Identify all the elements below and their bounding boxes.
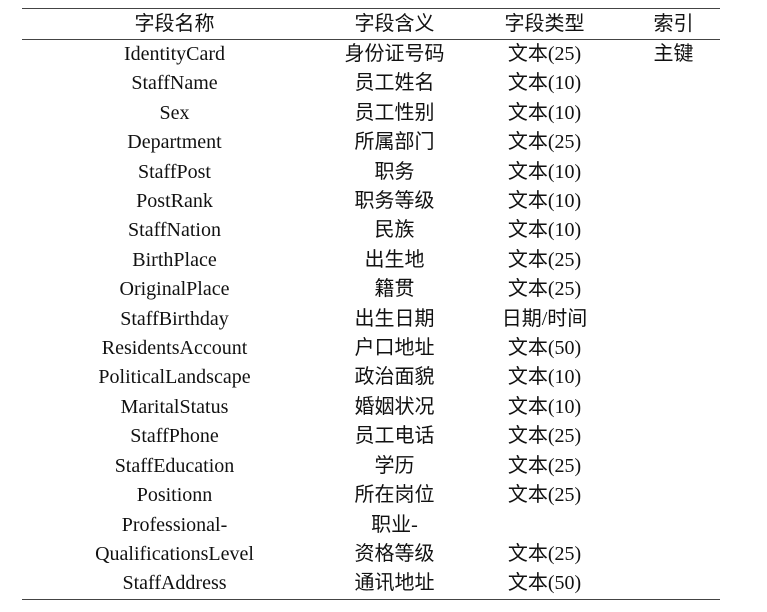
field-name-cell: Professional- QualificationsLevel <box>95 513 254 565</box>
field-meaning-cell: 出生地 <box>364 248 425 271</box>
field-name-cell: StaffAddress <box>122 572 227 595</box>
table-row: StaffPhone 员工电话 文本(25) <box>22 422 720 451</box>
index-cell <box>627 305 720 334</box>
field-meaning-cell: 出生日期 <box>354 307 435 330</box>
field-meaning-cell: 通讯地址 <box>354 572 435 595</box>
table-row: Professional- QualificationsLevel 职业- 资格等… <box>22 511 720 570</box>
field-meaning-cell: 员工电话 <box>354 425 435 448</box>
index-cell <box>627 363 720 392</box>
field-type-cell: 文本(25) <box>507 484 582 507</box>
field-type-cell: 文本(50) <box>507 572 582 595</box>
field-meaning-cell: 民族 <box>374 219 415 242</box>
field-name-cell: Sex <box>159 101 190 124</box>
field-meaning-cell: 身份证号码 <box>344 43 445 65</box>
index-cell <box>627 569 720 599</box>
field-name-cell: Department <box>127 131 222 154</box>
table-row: MaritalStatus 婚姻状况 文本(10) <box>22 393 720 422</box>
field-meaning-cell: 婚姻状况 <box>354 395 435 418</box>
index-cell <box>627 393 720 422</box>
field-type-cell: 文本(10) <box>507 101 582 124</box>
table-row: OriginalPlace 籍贯 文本(25) <box>22 275 720 304</box>
header-field-meaning: 字段含义 <box>327 8 462 40</box>
field-name-cell: PostRank <box>136 190 213 213</box>
field-type-cell: 文本(10) <box>507 395 582 418</box>
field-name-cell: StaffPhone <box>130 425 219 448</box>
index-cell <box>627 99 720 128</box>
table-row: StaffPost 职务 文本(10) <box>22 158 720 187</box>
table-row: PostRank 职务等级 文本(10) <box>22 187 720 216</box>
field-meaning-cell: 学历 <box>374 454 415 477</box>
table-row: StaffNation 民族 文本(10) <box>22 216 720 245</box>
field-name-cell: BirthPlace <box>132 248 217 271</box>
field-name-cell: Positionn <box>136 484 213 507</box>
table-row: StaffName 员工姓名 文本(10) <box>22 69 720 98</box>
field-type-cell: 文本(25) <box>507 542 582 565</box>
table-row: IdentityCard 身份证号码 文本(25) 主键 <box>22 40 720 70</box>
field-type-cell: 文本(25) <box>507 278 582 301</box>
field-meaning-cell: 所在岗位 <box>354 484 435 507</box>
field-meaning-cell: 职业- 资格等级 <box>354 513 435 565</box>
table-row: PoliticalLandscape 政治面貌 文本(10) <box>22 363 720 392</box>
field-type-cell: 文本(10) <box>507 366 582 389</box>
table-row: Positionn 所在岗位 文本(25) <box>22 481 720 510</box>
table-row: ResidentsAccount 户口地址 文本(50) <box>22 334 720 363</box>
index-cell <box>627 275 720 304</box>
field-name-cell: StaffBirthday <box>120 307 229 330</box>
header-field-name: 字段名称 <box>22 8 327 40</box>
field-type-cell: 文本(50) <box>507 337 582 360</box>
table-row: StaffBirthday 出生日期 日期/时间 <box>22 305 720 334</box>
table-row: BirthPlace 出生地 文本(25) <box>22 246 720 275</box>
field-meaning-cell: 职务 <box>374 160 415 183</box>
field-type-cell: 文本(10) <box>507 160 582 183</box>
index-cell <box>627 511 720 570</box>
field-type-cell: 文本(25) <box>507 248 582 271</box>
field-type-cell: 文本(10) <box>507 72 582 95</box>
index-cell <box>627 452 720 481</box>
index-cell <box>627 481 720 510</box>
table-row: Sex 员工性别 文本(10) <box>22 99 720 128</box>
index-cell <box>627 422 720 451</box>
field-type-cell: 文本(10) <box>507 190 582 213</box>
field-meaning-cell: 员工姓名 <box>354 72 435 95</box>
field-name-cell: MaritalStatus <box>120 395 229 418</box>
field-meaning-cell: 所属部门 <box>354 131 435 154</box>
field-name-cell: PoliticalLandscape <box>98 366 251 389</box>
table-body: IdentityCard 身份证号码 文本(25) 主键 StaffName 员工姓名 文本… <box>22 40 720 600</box>
header-index: 索引 <box>627 8 720 40</box>
field-type-cell: 文本(25) <box>507 425 582 448</box>
field-meaning-cell: 政治面貌 <box>354 366 435 389</box>
index-cell <box>627 216 720 245</box>
field-name-cell: IdentityCard <box>123 43 226 65</box>
field-type-cell: 日期/时间 <box>501 307 588 330</box>
field-meaning-cell: 户口地址 <box>354 337 435 360</box>
table-row: StaffEducation 学历 文本(25) <box>22 452 720 481</box>
index-cell: 主键 <box>653 43 694 65</box>
index-cell <box>627 158 720 187</box>
table-row: StaffAddress 通讯地址 文本(50) <box>22 569 720 599</box>
field-name-cell: StaffNation <box>128 219 221 242</box>
field-meaning-cell: 职务等级 <box>354 190 435 213</box>
table-row: Department 所属部门 文本(25) <box>22 128 720 157</box>
field-name-cell: StaffEducation <box>114 454 235 477</box>
field-type-cell: 文本(10) <box>507 219 582 242</box>
field-name-cell: ResidentsAccount <box>101 337 248 360</box>
field-meaning-cell: 员工性别 <box>354 101 435 124</box>
field-type-cell: 文本(25) <box>507 131 582 154</box>
field-name-cell: StaffName <box>131 72 218 95</box>
index-cell <box>627 69 720 98</box>
field-name-cell: OriginalPlace <box>119 278 230 301</box>
field-type-cell: 文本(25) <box>507 43 582 65</box>
field-name-cell: StaffPost <box>138 160 211 183</box>
field-table: 字段名称 字段含义 字段类型 索引 IdentityCard 身份证号码 文本(25… <box>22 8 720 600</box>
header-field-type: 字段类型 <box>462 8 627 40</box>
index-cell <box>627 246 720 275</box>
field-meaning-cell: 籍贯 <box>374 278 415 301</box>
index-cell <box>627 187 720 216</box>
field-type-cell: 文本(25) <box>507 454 582 477</box>
header-row: 字段名称 字段含义 字段类型 索引 <box>22 8 720 40</box>
index-cell <box>627 334 720 363</box>
index-cell <box>627 128 720 157</box>
